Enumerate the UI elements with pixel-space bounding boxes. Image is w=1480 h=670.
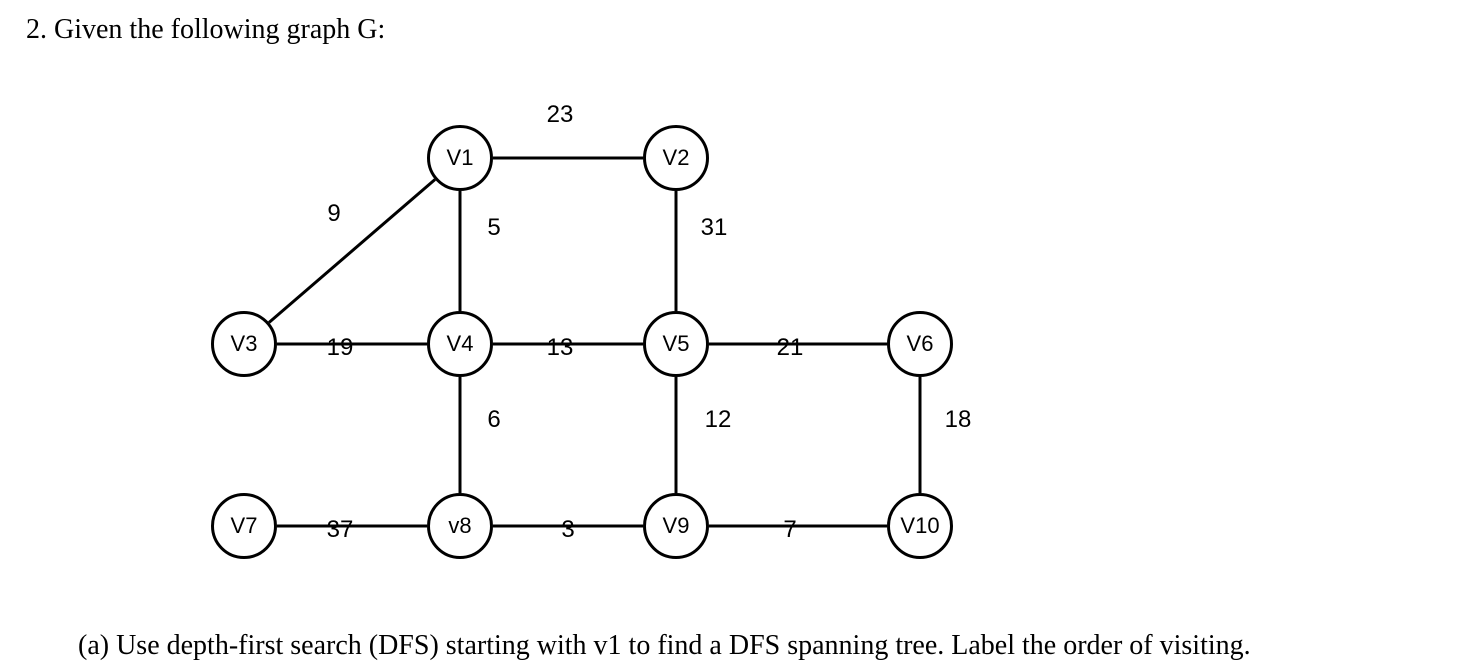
edge-weight-V5-V6: 21 — [777, 334, 804, 362]
node-v4: V4 — [427, 311, 493, 377]
edge-weight-V3-V4: 19 — [327, 334, 354, 362]
node-label: V7 — [231, 513, 258, 539]
node-label: V6 — [907, 331, 934, 357]
node-label: V1 — [447, 145, 474, 171]
node-v1: V1 — [427, 125, 493, 191]
node-label: v8 — [448, 513, 471, 539]
edge-weight-V4-v8: 6 — [487, 406, 500, 434]
page: 2. Given the following graph G: V1V2V3V4… — [0, 0, 1480, 670]
node-label: V2 — [663, 145, 690, 171]
node-v3: V3 — [211, 311, 277, 377]
node-v9: V9 — [643, 493, 709, 559]
edge-weight-V7-v8: 37 — [327, 516, 354, 544]
edge-weight-V4-V5: 13 — [547, 334, 574, 362]
edge-weight-v8-V9: 3 — [561, 516, 574, 544]
edge-weight-V1-V2: 23 — [547, 101, 574, 129]
edge-V1-V3 — [269, 180, 435, 323]
node-v10: V10 — [887, 493, 953, 559]
node-label: V9 — [663, 513, 690, 539]
node-label: V4 — [447, 331, 474, 357]
edge-weight-V9-V10: 7 — [783, 516, 796, 544]
node-label: V5 — [663, 331, 690, 357]
edge-weight-V5-V9: 12 — [705, 406, 732, 434]
node-label: V3 — [231, 331, 258, 357]
node-v8: v8 — [427, 493, 493, 559]
edge-weight-V1-V4: 5 — [487, 214, 500, 242]
node-v6: V6 — [887, 311, 953, 377]
edge-weight-V2-V5: 31 — [701, 214, 728, 242]
node-v7: V7 — [211, 493, 277, 559]
edge-weight-V6-V10: 18 — [945, 406, 972, 434]
node-v5: V5 — [643, 311, 709, 377]
graph-g: V1 V2 V3 V4 V5 V6 V7 v8 V9 V10 23 9 5 31 19 13 21 6 12 18 3… — [0, 0, 1480, 670]
node-label: V10 — [900, 513, 939, 539]
question-subpart: (a) Use depth-first search (DFS) startin… — [78, 628, 1251, 664]
edge-weight-V1-V3: 9 — [327, 200, 340, 228]
node-v2: V2 — [643, 125, 709, 191]
